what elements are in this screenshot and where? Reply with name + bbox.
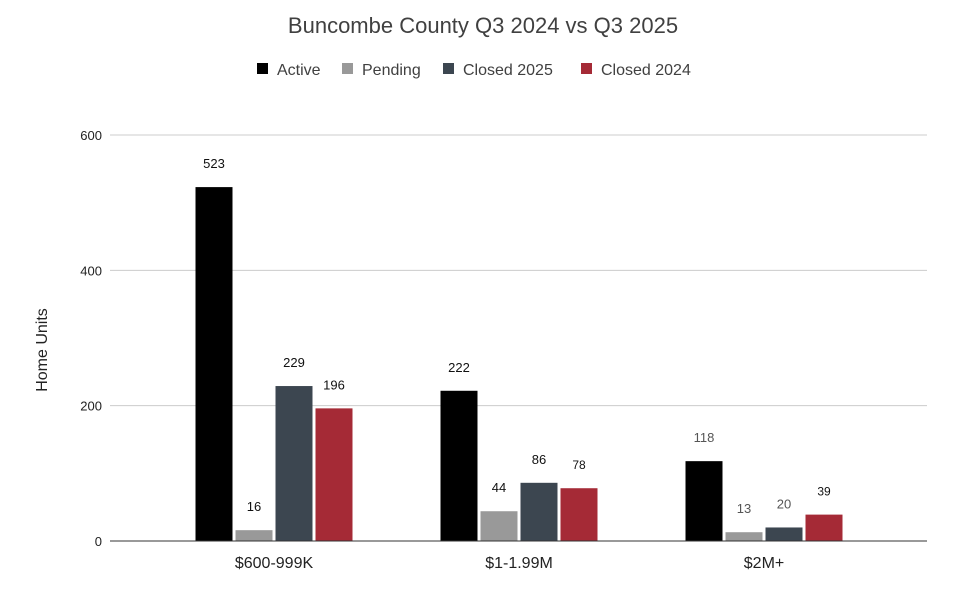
data-label-1-2: 86 bbox=[532, 452, 546, 467]
bar-1-1 bbox=[480, 511, 518, 541]
y-tick-label-3: 600 bbox=[80, 128, 102, 143]
bar-1-3 bbox=[560, 488, 598, 541]
data-label-0-1: 16 bbox=[247, 499, 261, 514]
legend-label-0: Active bbox=[277, 62, 321, 79]
bar-2-0 bbox=[685, 461, 723, 541]
legend-label-1: Pending bbox=[362, 62, 421, 79]
bar-0-0 bbox=[195, 187, 233, 541]
y-axis-ticks: 0 200 400 600 bbox=[80, 128, 102, 549]
data-label-0-0: 523 bbox=[203, 156, 225, 171]
data-label-2-0: 118 bbox=[694, 430, 715, 445]
legend-label-2: Closed 2025 bbox=[463, 62, 553, 79]
legend-swatch-0 bbox=[257, 63, 268, 74]
bar-1-2 bbox=[520, 482, 558, 541]
x-category-label-0: $600-999K bbox=[235, 555, 314, 572]
x-category-label-2: $2M+ bbox=[744, 555, 784, 572]
data-label-0-2: 229 bbox=[283, 355, 305, 370]
bar-0-2 bbox=[275, 386, 313, 541]
gridlines bbox=[110, 134, 927, 407]
data-label-1-0: 222 bbox=[448, 360, 470, 375]
data-label-2-3: 39 bbox=[817, 485, 831, 499]
y-tick-label-1: 200 bbox=[80, 399, 102, 414]
y-tick-label-0: 0 bbox=[95, 534, 102, 549]
chart-title: Buncombe County Q3 2024 vs Q3 2025 bbox=[288, 13, 678, 38]
x-axis-categories: $600-999K $1-1.99M $2M+ bbox=[235, 555, 784, 572]
bars bbox=[195, 187, 843, 541]
bar-2-2 bbox=[765, 527, 803, 541]
legend-label-3: Closed 2024 bbox=[601, 62, 691, 79]
legend: Active Pending Closed 2025 Closed 2024 bbox=[257, 62, 691, 79]
legend-swatch-2 bbox=[443, 63, 454, 74]
bar-2-3 bbox=[805, 514, 843, 541]
y-tick-label-2: 400 bbox=[80, 263, 102, 278]
data-label-1-1: 44 bbox=[492, 480, 506, 495]
data-label-1-3: 78 bbox=[572, 458, 586, 472]
bar-0-1 bbox=[235, 530, 273, 541]
data-label-0-3: 196 bbox=[323, 377, 345, 392]
data-label-2-2: 20 bbox=[777, 496, 791, 511]
bar-2-1 bbox=[725, 532, 763, 541]
x-category-label-1: $1-1.99M bbox=[485, 555, 553, 572]
y-axis-label: Home Units bbox=[34, 308, 51, 392]
legend-swatch-1 bbox=[342, 63, 353, 74]
data-label-2-1: 13 bbox=[737, 501, 751, 516]
bar-0-3 bbox=[315, 408, 353, 541]
legend-swatch-3 bbox=[581, 63, 592, 74]
bar-1-0 bbox=[440, 390, 478, 541]
data-labels: 523 16 229 196 222 44 86 78 118 13 20 39 bbox=[203, 156, 831, 516]
